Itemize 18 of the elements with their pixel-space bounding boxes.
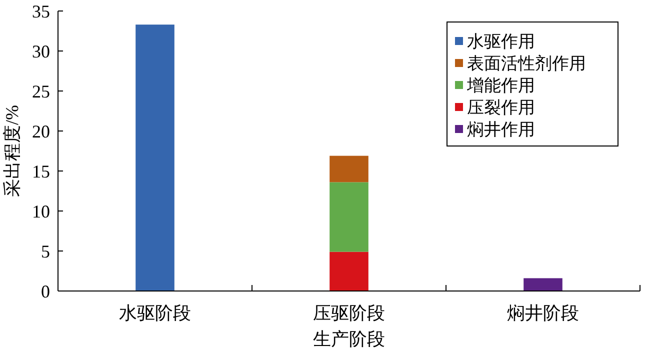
x-tick-label: 水驱阶段	[119, 303, 191, 323]
legend-label: 焖井作用	[467, 120, 535, 139]
y-tick-label: 20	[32, 121, 50, 142]
y-tick-label: 35	[32, 1, 50, 22]
legend-label: 压裂作用	[467, 98, 535, 117]
y-tick-label: 30	[32, 41, 50, 62]
y-tick-label: 5	[41, 241, 50, 262]
y-tick-label: 15	[32, 161, 50, 182]
x-tick-label: 焖井阶段	[507, 303, 579, 323]
y-tick-label: 25	[32, 81, 50, 102]
x-axis-title: 生产阶段	[313, 329, 385, 349]
legend-label: 增能作用	[466, 76, 535, 95]
y-axis-title: 采出程度/%	[2, 105, 22, 197]
y-tick-label: 10	[32, 201, 50, 222]
x-tick-label: 压驱阶段	[313, 303, 385, 323]
legend-label: 水驱作用	[467, 32, 535, 51]
y-tick-label: 0	[41, 281, 50, 302]
legend-label: 表面活性剂作用	[467, 54, 586, 73]
